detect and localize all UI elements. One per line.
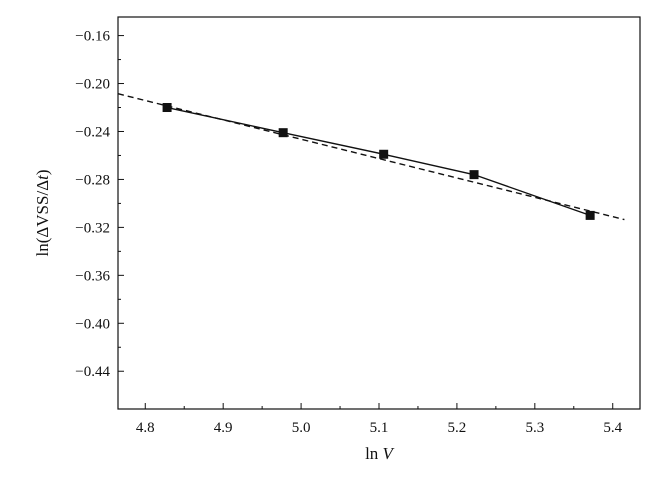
y-tick-label: −0.24 bbox=[75, 124, 110, 140]
y-tick-label: −0.20 bbox=[75, 77, 110, 93]
x-tick-label: 5.0 bbox=[292, 420, 311, 436]
plot-frame bbox=[117, 16, 641, 410]
y-axis-title: ln(ΔVSS/Δt) bbox=[33, 169, 52, 256]
x-tick-label: 5.2 bbox=[448, 420, 467, 436]
data-point-square bbox=[379, 149, 389, 159]
x-tick-label: 4.9 bbox=[214, 420, 233, 436]
x-tick-label: 5.4 bbox=[603, 420, 622, 436]
x-tick-label: 4.8 bbox=[136, 420, 155, 436]
data-point-square bbox=[585, 210, 595, 220]
data-point-square bbox=[162, 103, 172, 113]
y-tick-label: −0.44 bbox=[75, 364, 110, 380]
tick-labels: 4.8 4.9 5.0 5.1 5.2 5.3 5.4 −0.16 −0.20 −0.24 −0.2… bbox=[75, 29, 622, 436]
y-tick-label: −0.28 bbox=[75, 172, 110, 188]
y-tick-label: −0.32 bbox=[75, 220, 110, 236]
data-solid-line bbox=[166, 106, 591, 217]
data-point-square bbox=[469, 170, 479, 180]
axis-ticks bbox=[118, 35, 614, 409]
x-axis-title: ln V bbox=[365, 444, 395, 463]
y-tick-label: −0.36 bbox=[75, 268, 110, 284]
fit-dashed-line bbox=[117, 93, 625, 221]
series-lines bbox=[117, 93, 625, 221]
y-tick-label: −0.40 bbox=[75, 316, 110, 332]
x-tick-label: 5.1 bbox=[370, 420, 389, 436]
data-markers bbox=[162, 103, 595, 220]
y-tick-label: −0.16 bbox=[75, 29, 110, 45]
x-tick-label: 5.3 bbox=[525, 420, 544, 436]
data-point-square bbox=[278, 128, 288, 138]
